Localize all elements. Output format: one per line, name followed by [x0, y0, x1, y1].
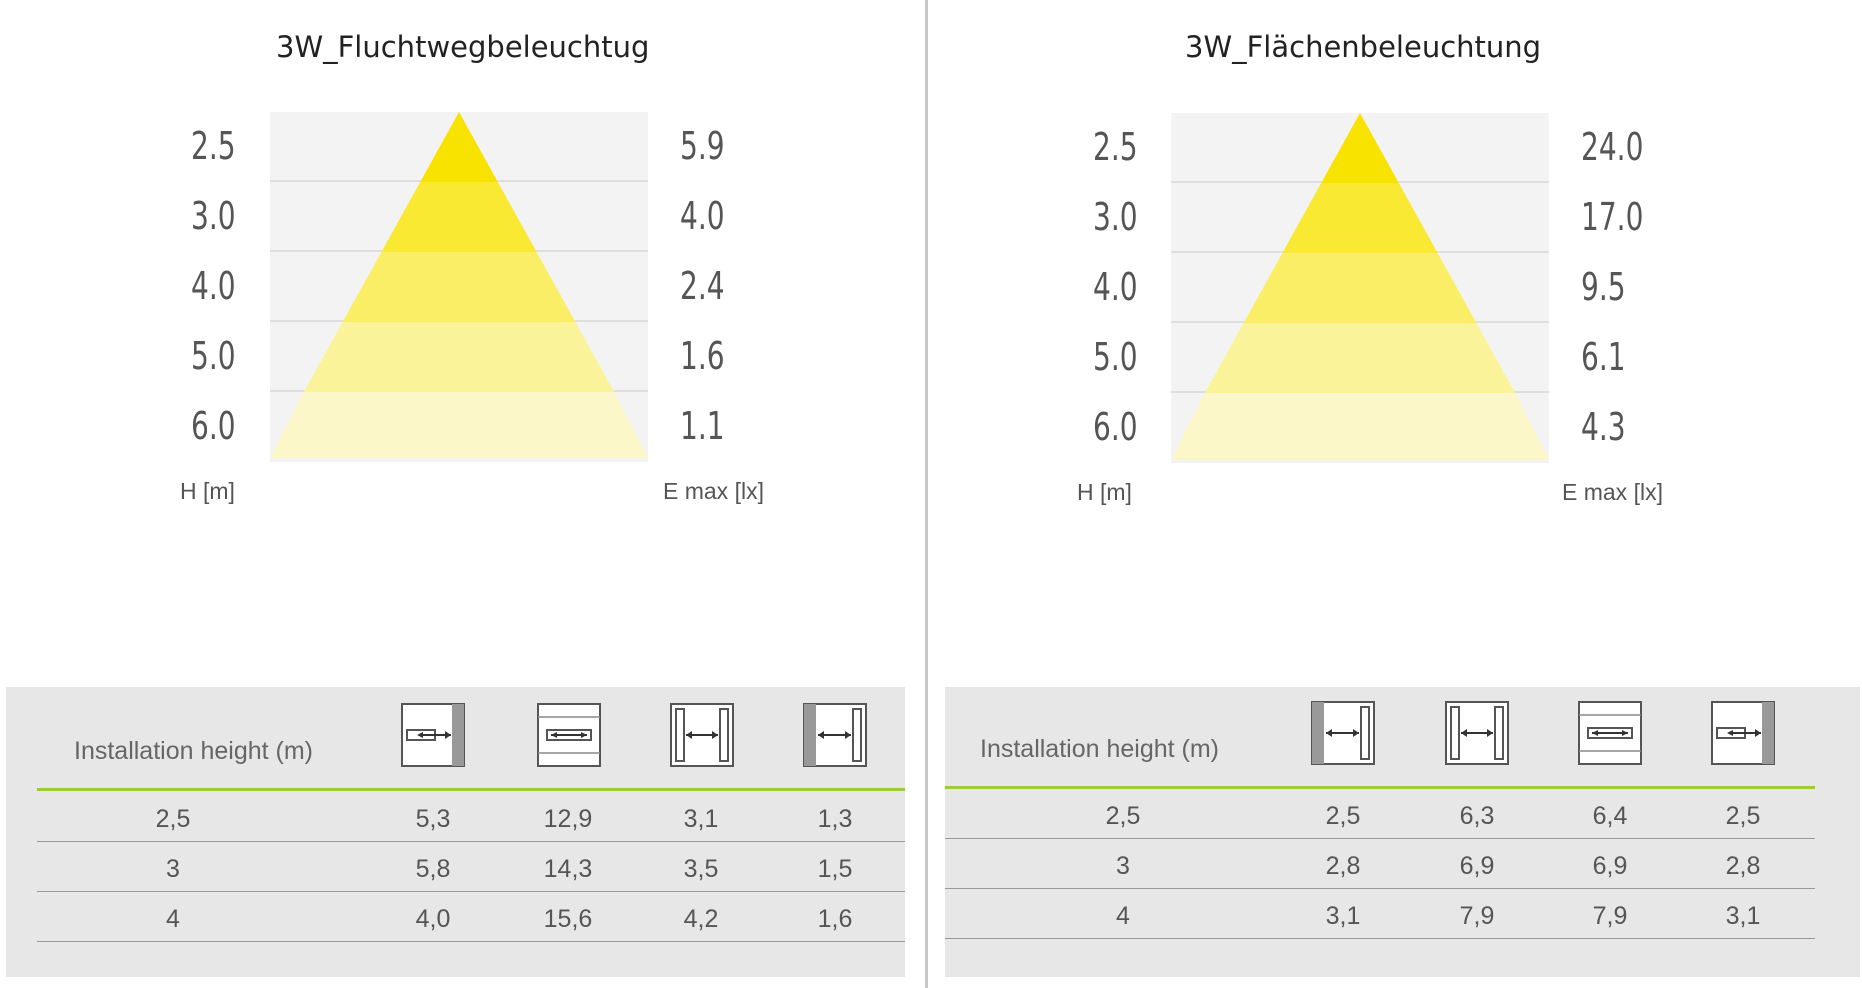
height-value-1: 2.5 — [1093, 125, 1138, 169]
illuminance-value-4: 1.6 — [680, 334, 725, 378]
cone — [270, 112, 648, 458]
wall-mount-corridor-icon — [1711, 701, 1775, 765]
height-value-5: 6.0 — [191, 404, 236, 448]
table-cell: 4,2 — [683, 905, 719, 933]
installation-table: Installation height (m) — [945, 687, 1860, 977]
illuminance-value-1: 5.9 — [680, 124, 725, 168]
header-divider — [37, 788, 905, 791]
height-value-3: 4.0 — [191, 264, 236, 308]
panel-divider — [925, 0, 928, 988]
table-cell: 3,1 — [683, 805, 719, 833]
light-cone-diagram — [270, 112, 648, 462]
table-cell: 5,3 — [415, 805, 451, 833]
row-divider — [37, 941, 905, 942]
table-cell: 4 — [1116, 902, 1130, 930]
table-cell: 2,5 — [1725, 802, 1761, 830]
table-cell: 5,8 — [415, 855, 451, 883]
table-cell: 6,9 — [1592, 852, 1628, 880]
table-cell: 7,9 — [1592, 902, 1628, 930]
height-axis-label: H [m] — [1077, 479, 1132, 505]
installation-table: Installation height (m) — [6, 687, 905, 977]
chart-panel-area-lighting: 3W_Flächenbeleuchtung 2.5 3.0 4.0 5.0 6.… — [945, 0, 1860, 988]
table-cell: 12,9 — [543, 805, 593, 833]
height-value-4: 5.0 — [191, 334, 236, 378]
cone-band-4 — [303, 322, 615, 392]
cone-band-2 — [1282, 183, 1438, 253]
height-value-1: 2.5 — [191, 124, 236, 168]
table-cell: 3 — [166, 855, 180, 883]
table-cell: 2,8 — [1325, 852, 1361, 880]
height-value-5: 6.0 — [1093, 405, 1138, 449]
illuminance-value-5: 1.1 — [680, 404, 725, 448]
table-cell: 2,5 — [1325, 802, 1361, 830]
row-divider — [945, 938, 1815, 939]
row-divider — [37, 891, 905, 892]
cone-band-3 — [1243, 253, 1477, 323]
table-cell: 6,3 — [1459, 802, 1495, 830]
table-cell: 2,5 — [155, 805, 191, 833]
light-cone-diagram — [1171, 113, 1549, 463]
cone-band-4 — [1204, 323, 1516, 393]
cone-band-1 — [420, 112, 498, 182]
table-header-label: Installation height (m) — [980, 735, 1220, 763]
table-cell: 1,6 — [817, 905, 853, 933]
ceiling-mount-corridor-icon — [537, 703, 601, 767]
cone-band-3 — [342, 252, 576, 322]
table-cell: 1,3 — [817, 805, 853, 833]
illuminance-axis-label: E max [lx] — [1562, 479, 1663, 505]
cone-band-2 — [381, 182, 537, 252]
wall-mount-area-icon — [1311, 701, 1375, 765]
row-divider — [945, 888, 1815, 889]
table-cell: 6,4 — [1592, 802, 1628, 830]
ceiling-mount-corridor-icon — [1578, 701, 1642, 765]
height-axis-label: H [m] — [180, 478, 235, 504]
table-cell: 3 — [1116, 852, 1130, 880]
ceiling-mount-area-icon — [1445, 701, 1509, 765]
chart-panel-escape-route: 3W_Fluchtwegbeleuchtug 2.5 3.0 4.0 5.0 6… — [0, 0, 905, 988]
table-cell: 4,0 — [415, 905, 451, 933]
illuminance-value-1: 24.0 — [1581, 125, 1644, 169]
table-cell: 4 — [166, 905, 180, 933]
table-cell: 14,3 — [543, 855, 593, 883]
illuminance-value-5: 4.3 — [1581, 405, 1626, 449]
illuminance-value-3: 9.5 — [1581, 265, 1626, 309]
illuminance-value-2: 4.0 — [680, 194, 725, 238]
illuminance-value-2: 17.0 — [1581, 195, 1644, 239]
wall-mount-corridor-icon — [401, 703, 465, 767]
height-value-2: 3.0 — [1093, 195, 1138, 239]
table-cell: 3,1 — [1325, 902, 1361, 930]
chart-title: 3W_Fluchtwegbeleuchtug — [276, 30, 650, 64]
cone-band-5 — [270, 392, 648, 458]
table-cell: 3,1 — [1725, 902, 1761, 930]
chart-title: 3W_Flächenbeleuchtung — [1185, 30, 1542, 64]
table-cell: 15,6 — [543, 905, 593, 933]
table-cell: 7,9 — [1459, 902, 1495, 930]
illuminance-axis-label: E max [lx] — [663, 478, 764, 504]
table-cell: 2,8 — [1725, 852, 1761, 880]
table-cell: 3,5 — [683, 855, 719, 883]
height-value-4: 5.0 — [1093, 335, 1138, 379]
header-divider — [945, 786, 1815, 789]
row-divider — [945, 838, 1815, 839]
cone — [1171, 113, 1549, 460]
cone-band-1 — [1321, 113, 1399, 183]
table-cell: 1,5 — [817, 855, 853, 883]
table-cell: 6,9 — [1459, 852, 1495, 880]
row-divider — [37, 841, 905, 842]
height-value-2: 3.0 — [191, 194, 236, 238]
cone-band-5 — [1171, 393, 1549, 460]
table-header-label: Installation height (m) — [74, 737, 314, 765]
illuminance-value-4: 6.1 — [1581, 335, 1626, 379]
wall-mount-area-icon — [803, 703, 867, 767]
illuminance-value-3: 2.4 — [680, 264, 725, 308]
ceiling-mount-area-icon — [670, 703, 734, 767]
height-value-3: 4.0 — [1093, 265, 1138, 309]
table-cell: 2,5 — [1105, 802, 1141, 830]
